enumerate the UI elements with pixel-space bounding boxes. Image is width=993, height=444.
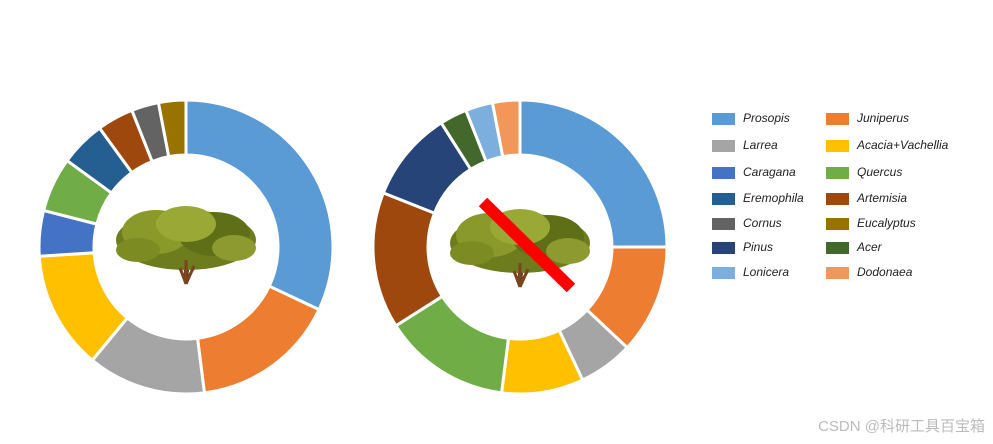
legend-swatch [712,267,735,279]
legend-label: Cornus [743,216,782,230]
legend-label: Juniperus [856,111,909,125]
donut-slice [490,98,522,159]
legend-swatch [712,218,735,230]
legend-label: Artemisia [856,191,907,205]
legend-label: Eremophila [743,191,804,205]
legend-label: Prosopis [743,111,790,125]
legend-label: Dodonaea [857,265,913,279]
donut-slice [156,98,188,159]
legend-swatch [712,113,735,125]
legend-swatch [712,140,735,152]
legend-label: Pinus [743,240,773,254]
legend-label: Acer [856,240,883,254]
legend-label: Eucalyptus [857,216,916,230]
legend-swatch [826,267,849,279]
legend-swatch [826,113,849,125]
donut-slice [196,284,321,395]
legend-label: Quercus [857,165,902,179]
legend-swatch [826,193,849,205]
legend-swatch [826,242,849,254]
legend-swatch [826,167,849,179]
legend-label: Larrea [743,138,778,152]
legend-label: Caragana [743,165,796,179]
legend-label: Lonicera [743,265,789,279]
legend-label: Acacia+Vachellia [856,138,949,152]
watermark: CSDN @科研工具百宝箱 [818,418,985,435]
legend-swatch [712,242,735,254]
legend-swatch [826,140,849,152]
legend-swatch [826,218,849,230]
legend-swatch [712,193,735,205]
legend-swatch [712,167,735,179]
donut-slice [184,98,335,312]
strike-line [478,197,576,293]
